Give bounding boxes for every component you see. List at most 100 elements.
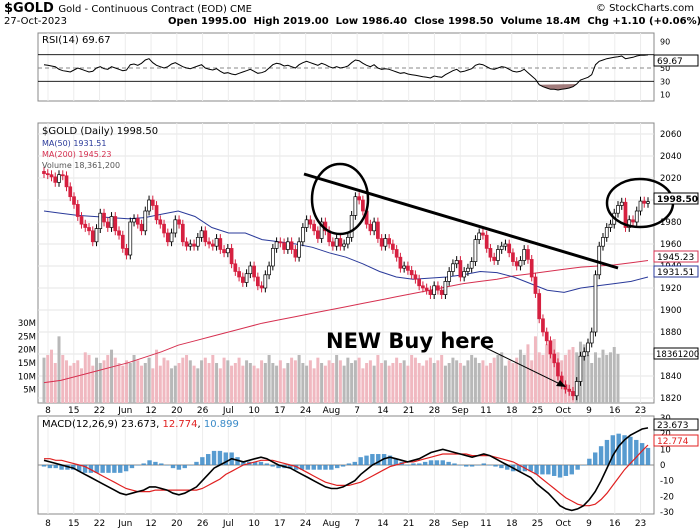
candle-body	[349, 215, 354, 238]
x-tick-label-bottom: 7	[354, 519, 360, 529]
x-tick-label-bottom: 8	[45, 519, 51, 529]
volume-bar	[552, 339, 556, 403]
candle-body	[267, 265, 271, 276]
volume-bar	[533, 336, 537, 403]
candle-body	[83, 223, 88, 228]
volume-bar	[320, 363, 324, 403]
candle-body	[263, 274, 268, 289]
candle-body	[233, 263, 238, 272]
x-tick-label: 10	[248, 406, 260, 416]
candle-body	[248, 265, 253, 275]
candle-body	[87, 227, 91, 232]
price-tick-label: 1960	[660, 240, 682, 250]
volume-bar	[436, 360, 440, 403]
candle-body	[72, 196, 76, 205]
candle-body	[537, 293, 542, 320]
macd-histogram-bar	[604, 439, 610, 465]
volume-bar	[207, 363, 211, 403]
candle-body	[240, 276, 245, 283]
macd-histogram-bar	[422, 461, 428, 465]
candle-body	[64, 175, 69, 188]
volume-bar	[297, 355, 301, 403]
candle-body	[608, 223, 613, 228]
annotation-arrow	[483, 346, 563, 386]
candle-body	[376, 221, 380, 239]
macd-histogram-bar	[112, 465, 117, 473]
volume-bar	[503, 365, 507, 403]
volume-bar	[87, 355, 91, 403]
ma200-legend: MA(200) 1945.23	[42, 150, 112, 159]
x-tick-label: 16	[609, 406, 621, 416]
candle-body	[484, 234, 489, 249]
volume-bar	[406, 365, 410, 403]
x-tick-label: 21	[403, 406, 414, 416]
macd-histogram-bar	[299, 465, 305, 470]
volume-bar	[256, 368, 260, 403]
volume-bar	[458, 363, 462, 403]
volume-bar	[492, 357, 496, 403]
volume-bar	[590, 363, 594, 403]
x-tick-label: 23	[635, 406, 646, 416]
macd-histogram-bar	[211, 450, 217, 465]
candle-body	[488, 248, 493, 258]
candle-body	[439, 289, 444, 295]
candle-body	[169, 232, 174, 243]
volume-bar	[372, 365, 376, 403]
volume-legend: Volume 18,361,200	[42, 161, 120, 170]
volume-bar	[57, 336, 61, 403]
candle-body	[447, 271, 452, 282]
volume-bar	[500, 352, 504, 403]
candle-body	[597, 245, 602, 276]
macd-histogram-bar	[305, 465, 311, 470]
macd-histogram-bar	[311, 465, 316, 470]
candle-body	[124, 248, 129, 256]
volume-bar	[173, 365, 177, 403]
candle-body	[462, 271, 467, 278]
signal-value-box	[653, 434, 699, 447]
volume-bar	[541, 355, 545, 403]
macd-histogram-bar	[639, 443, 645, 465]
candle-body	[533, 276, 538, 294]
candle-body	[428, 289, 433, 295]
macd-histogram-bar	[376, 454, 381, 465]
volume-bar	[466, 360, 470, 403]
x-tick-label-bottom: Jun	[117, 519, 132, 529]
candle-body	[529, 259, 534, 278]
candle-body	[413, 274, 418, 280]
macd-histogram-bar	[499, 465, 504, 469]
macd-histogram-bar	[288, 465, 293, 469]
chart-header: $GOLD Gold - Continuous Contract (EOD) C…	[0, 0, 700, 30]
macd-histogram-bar	[411, 463, 416, 465]
candle-body	[177, 219, 181, 225]
volume-bar	[582, 344, 586, 403]
candle-body	[642, 200, 647, 204]
macd-histogram-bar	[516, 465, 522, 472]
candle-body	[109, 216, 114, 228]
volume-bar	[215, 363, 219, 403]
candle-body	[619, 201, 624, 206]
x-tick-label: 9	[586, 406, 592, 416]
candle-body	[394, 249, 399, 258]
x-tick-label-bottom: 18	[506, 519, 518, 529]
candle-body	[259, 285, 264, 289]
macd-legend-signal: 12.774	[163, 419, 198, 430]
macd-value-box	[653, 418, 699, 431]
candle-body	[331, 241, 335, 247]
volume-bar	[410, 355, 414, 403]
x-tick-label: 11	[480, 406, 491, 416]
x-tick-label: 14	[377, 406, 389, 416]
macd-legend-label: MACD(12,26,9)	[42, 419, 118, 430]
volume-bar	[440, 355, 444, 403]
volume-bar	[368, 360, 372, 403]
volume-bar	[616, 353, 620, 403]
volume-bar	[526, 344, 530, 403]
volume-bar	[361, 368, 365, 403]
macd-histogram-bar	[205, 454, 211, 465]
price-tick-label: 1980	[660, 218, 682, 228]
price-tick-label: 2020	[660, 174, 682, 184]
candle-body	[454, 260, 459, 265]
macd-histogram-bar	[346, 463, 352, 465]
volume-bar	[335, 355, 339, 403]
candle-body	[143, 210, 148, 232]
